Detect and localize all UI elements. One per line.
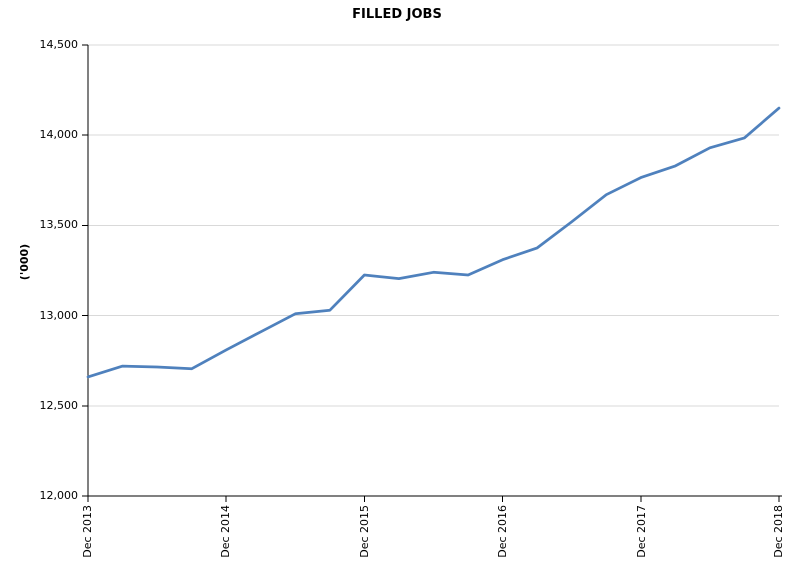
filled-jobs-line	[86, 106, 781, 379]
chart-title: FILLED JOBS	[352, 7, 442, 22]
y-tick-label: 12,500	[39, 399, 79, 412]
y-tick-label: 13,000	[39, 309, 79, 322]
y-tick-label: 14,000	[39, 128, 79, 141]
y-tick-label: 12,000	[39, 489, 79, 502]
y-tick-label: 14,500	[39, 38, 79, 51]
y-tick-label: 13,500	[39, 218, 79, 231]
